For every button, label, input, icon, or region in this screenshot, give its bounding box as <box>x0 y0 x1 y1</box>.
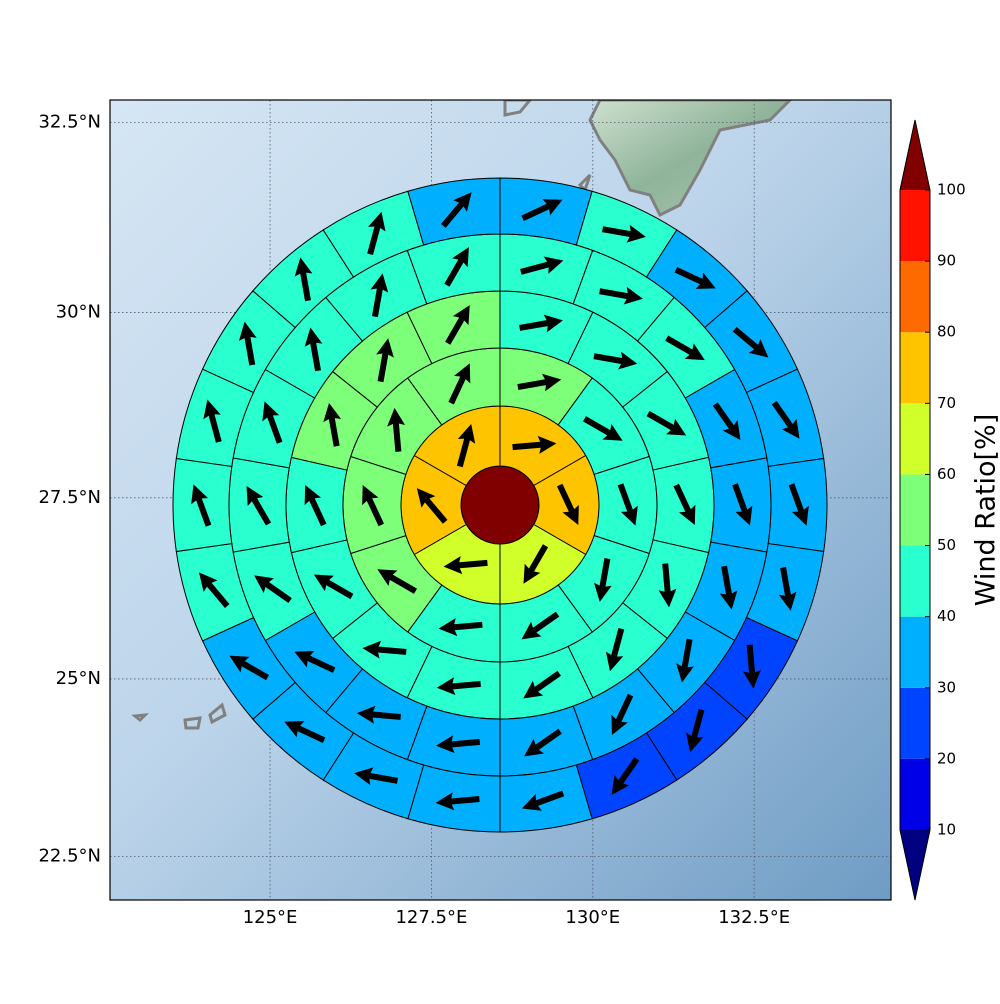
colorbar: 10 20 30 40 50 60 70 80 90 100 <box>900 120 966 900</box>
colorbar-bin <box>900 546 930 617</box>
x-tick-label: 127.5°E <box>395 907 467 928</box>
colorbar-bin <box>900 332 930 403</box>
x-tick-label: 125°E <box>243 907 298 928</box>
colorbar-tick-label: 70 <box>937 394 956 412</box>
colorbar-tick-label: 10 <box>937 821 956 839</box>
colorbar-tick-label: 20 <box>937 749 956 767</box>
colorbar-label: Wind Ratio[%] <box>971 414 1000 606</box>
colorbar-tick-label: 30 <box>937 678 956 696</box>
colorbar-tick-label: 100 <box>937 181 966 199</box>
x-tick-label: 130°E <box>565 907 620 928</box>
y-tick-label: 30°N <box>56 301 101 322</box>
y-tick-label: 25°N <box>56 668 101 689</box>
sectors <box>173 178 827 832</box>
colorbar-bin <box>900 617 930 688</box>
colorbar-bin <box>900 261 930 332</box>
colorbar-bin <box>900 688 930 759</box>
y-tick-label: 22.5°N <box>38 845 101 866</box>
colorbar-tick-label: 90 <box>937 252 956 270</box>
colorbar-tick-label: 80 <box>937 323 956 341</box>
colorbar-bin <box>900 759 930 830</box>
colorbar-tick-label: 60 <box>937 465 956 483</box>
colorbar-extend-max <box>900 120 930 190</box>
y-tick-label: 32.5°N <box>38 111 101 132</box>
colorbar-tick-label: 40 <box>937 607 956 625</box>
y-tick-label: 27.5°N <box>38 487 101 508</box>
colorbar-bin <box>900 474 930 545</box>
colorbar-extend-min <box>900 830 930 900</box>
colorbar-bin <box>900 403 930 474</box>
colorbar-bin <box>900 190 930 261</box>
x-tick-label: 132.5°E <box>718 907 790 928</box>
colorbar-tick-label: 50 <box>937 536 956 554</box>
